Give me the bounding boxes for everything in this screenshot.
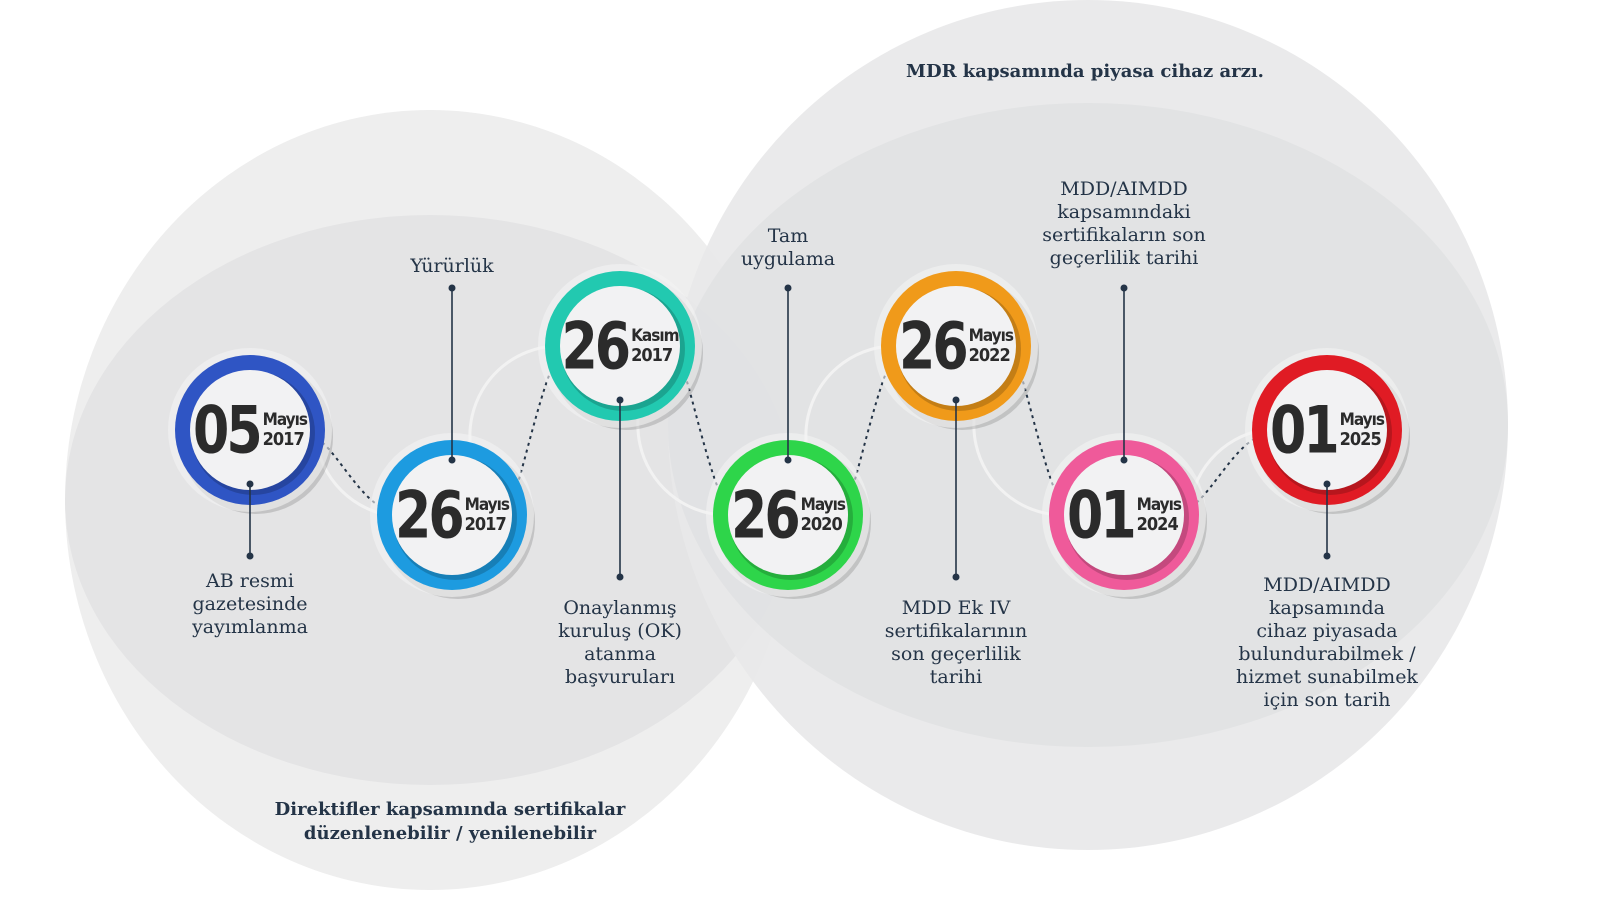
- circle-face-4: [728, 455, 848, 575]
- date-day: 26: [731, 476, 801, 554]
- date-month: Mayıs: [800, 495, 846, 515]
- milestone-label-7: MDD/AIMDD kapsamında cihaz piyasada bulu…: [1236, 574, 1418, 711]
- label-stems: [246, 284, 1331, 581]
- milestone-date-6: 01 Mayıs 2024: [1059, 450, 1189, 580]
- date-month: Kasım: [631, 326, 679, 346]
- circle-face-3: [560, 286, 680, 406]
- stem-dot-bottom-6: [1120, 456, 1128, 464]
- date-year: 2020: [800, 514, 843, 535]
- milestone-date-1: 05 Mayıs 2017: [185, 365, 315, 495]
- stem-dot-top-6: [1120, 284, 1128, 292]
- stem-dot-top-2: [448, 284, 456, 292]
- date-day: 26: [899, 307, 969, 385]
- milestone-circles: [168, 264, 1410, 599]
- date-month: Mayıs: [1339, 410, 1385, 430]
- stem-dot-bottom-1: [246, 552, 254, 560]
- milestone-date-4: 26 Mayıs 2020: [723, 450, 853, 580]
- date-year: 2022: [968, 345, 1011, 366]
- stem-dot-bottom-7: [1323, 552, 1331, 560]
- stem-dot-top-5: [952, 396, 960, 404]
- date-month: Mayıs: [262, 410, 308, 430]
- milestone-date-7: 01 Mayıs 2025: [1262, 365, 1392, 495]
- stem-dot-top-7: [1323, 480, 1331, 488]
- milestone-date-2: 26 Mayıs 2017: [387, 450, 517, 580]
- circle-face-2: [392, 455, 512, 575]
- date-day: 01: [1270, 391, 1340, 469]
- stem-dot-bottom-3: [616, 573, 624, 581]
- milestone-label-5: MDD Ek IV sertifikalarının son geçerlili…: [884, 597, 1028, 688]
- date-month: Mayıs: [968, 326, 1014, 346]
- date-month: Mayıs: [464, 495, 510, 515]
- stem-dot-bottom-2: [448, 456, 456, 464]
- directives-region-label: Direktifler kapsamında sertifikalar düze…: [274, 799, 626, 844]
- mdr-region-label: MDR kapsamında piyasa cihaz arzı.: [906, 61, 1264, 82]
- date-day: 05: [193, 391, 263, 469]
- stem-dot-bottom-4: [784, 456, 792, 464]
- circle-face-1: [190, 370, 310, 490]
- stem-dot-top-3: [616, 396, 624, 404]
- stem-dot-top-4: [784, 284, 792, 292]
- stem-dot-bottom-5: [952, 573, 960, 581]
- date-year: 2024: [1136, 514, 1179, 535]
- date-year: 2017: [262, 429, 305, 450]
- milestone-label-4: Tam uygulama: [740, 225, 836, 270]
- date-year: 2025: [1339, 429, 1382, 450]
- date-day: 26: [561, 307, 631, 385]
- stem-dot-top-1: [246, 480, 254, 488]
- circle-face-7: [1267, 370, 1387, 490]
- date-year: 2017: [631, 345, 673, 366]
- circle-face-5: [896, 286, 1016, 406]
- milestone-label-2: Yürürlük: [410, 255, 494, 277]
- milestone-label-3: Onaylanmış kuruluş (OK) atanma başvurula…: [558, 597, 682, 688]
- date-year: 2017: [464, 514, 507, 535]
- mdr-region: [668, 0, 1508, 850]
- milestone-label-1: AB resmi gazetesinde yayımlanma: [192, 570, 308, 638]
- date-day: 01: [1067, 476, 1137, 554]
- milestone-date-3: 26 Kasım 2017: [555, 281, 685, 411]
- date-day: 26: [395, 476, 465, 554]
- date-month: Mayıs: [1136, 495, 1182, 515]
- circle-face-6: [1064, 455, 1184, 575]
- milestone-date-5: 26 Mayıs 2022: [891, 281, 1021, 411]
- milestone-label-6: MDD/AIMDD kapsamındaki sertifikaların so…: [1042, 178, 1206, 269]
